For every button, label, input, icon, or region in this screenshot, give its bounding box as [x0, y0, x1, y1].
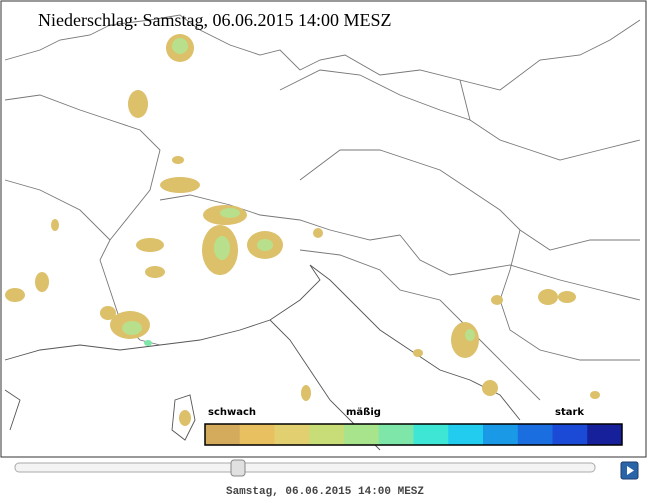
legend-swatch [483, 424, 519, 445]
legend-swatch [552, 424, 588, 445]
precipitation [5, 34, 600, 426]
legend-swatch [378, 424, 414, 445]
legend-frame [204, 423, 623, 446]
borders [4, 14, 641, 401]
map-title: Niederschlag: Samstag, 06.06.2015 14:00 … [38, 10, 391, 30]
legend-swatch [448, 424, 484, 445]
play-icon[interactable] [627, 466, 634, 475]
legend-label: mäßig [346, 407, 381, 418]
legend: schwach mäßig stark [204, 407, 623, 446]
legend-swatch [517, 424, 553, 445]
legend-swatch [413, 424, 449, 445]
legend-label: stark [555, 407, 584, 418]
slider-thumb[interactable] [230, 459, 246, 477]
legend-swatch [309, 424, 345, 445]
legend-swatch [239, 424, 275, 445]
legend-swatch [587, 424, 623, 445]
legend-swatch [274, 424, 310, 445]
legend-swatch [205, 424, 241, 445]
timestamp: Samstag, 06.06.2015 14:00 MESZ [226, 486, 424, 498]
time-slider[interactable] [14, 462, 596, 473]
legend-label: schwach [208, 407, 256, 418]
map-frame [0, 0, 647, 458]
play-button[interactable] [620, 461, 639, 480]
legend-swatch [344, 424, 380, 445]
